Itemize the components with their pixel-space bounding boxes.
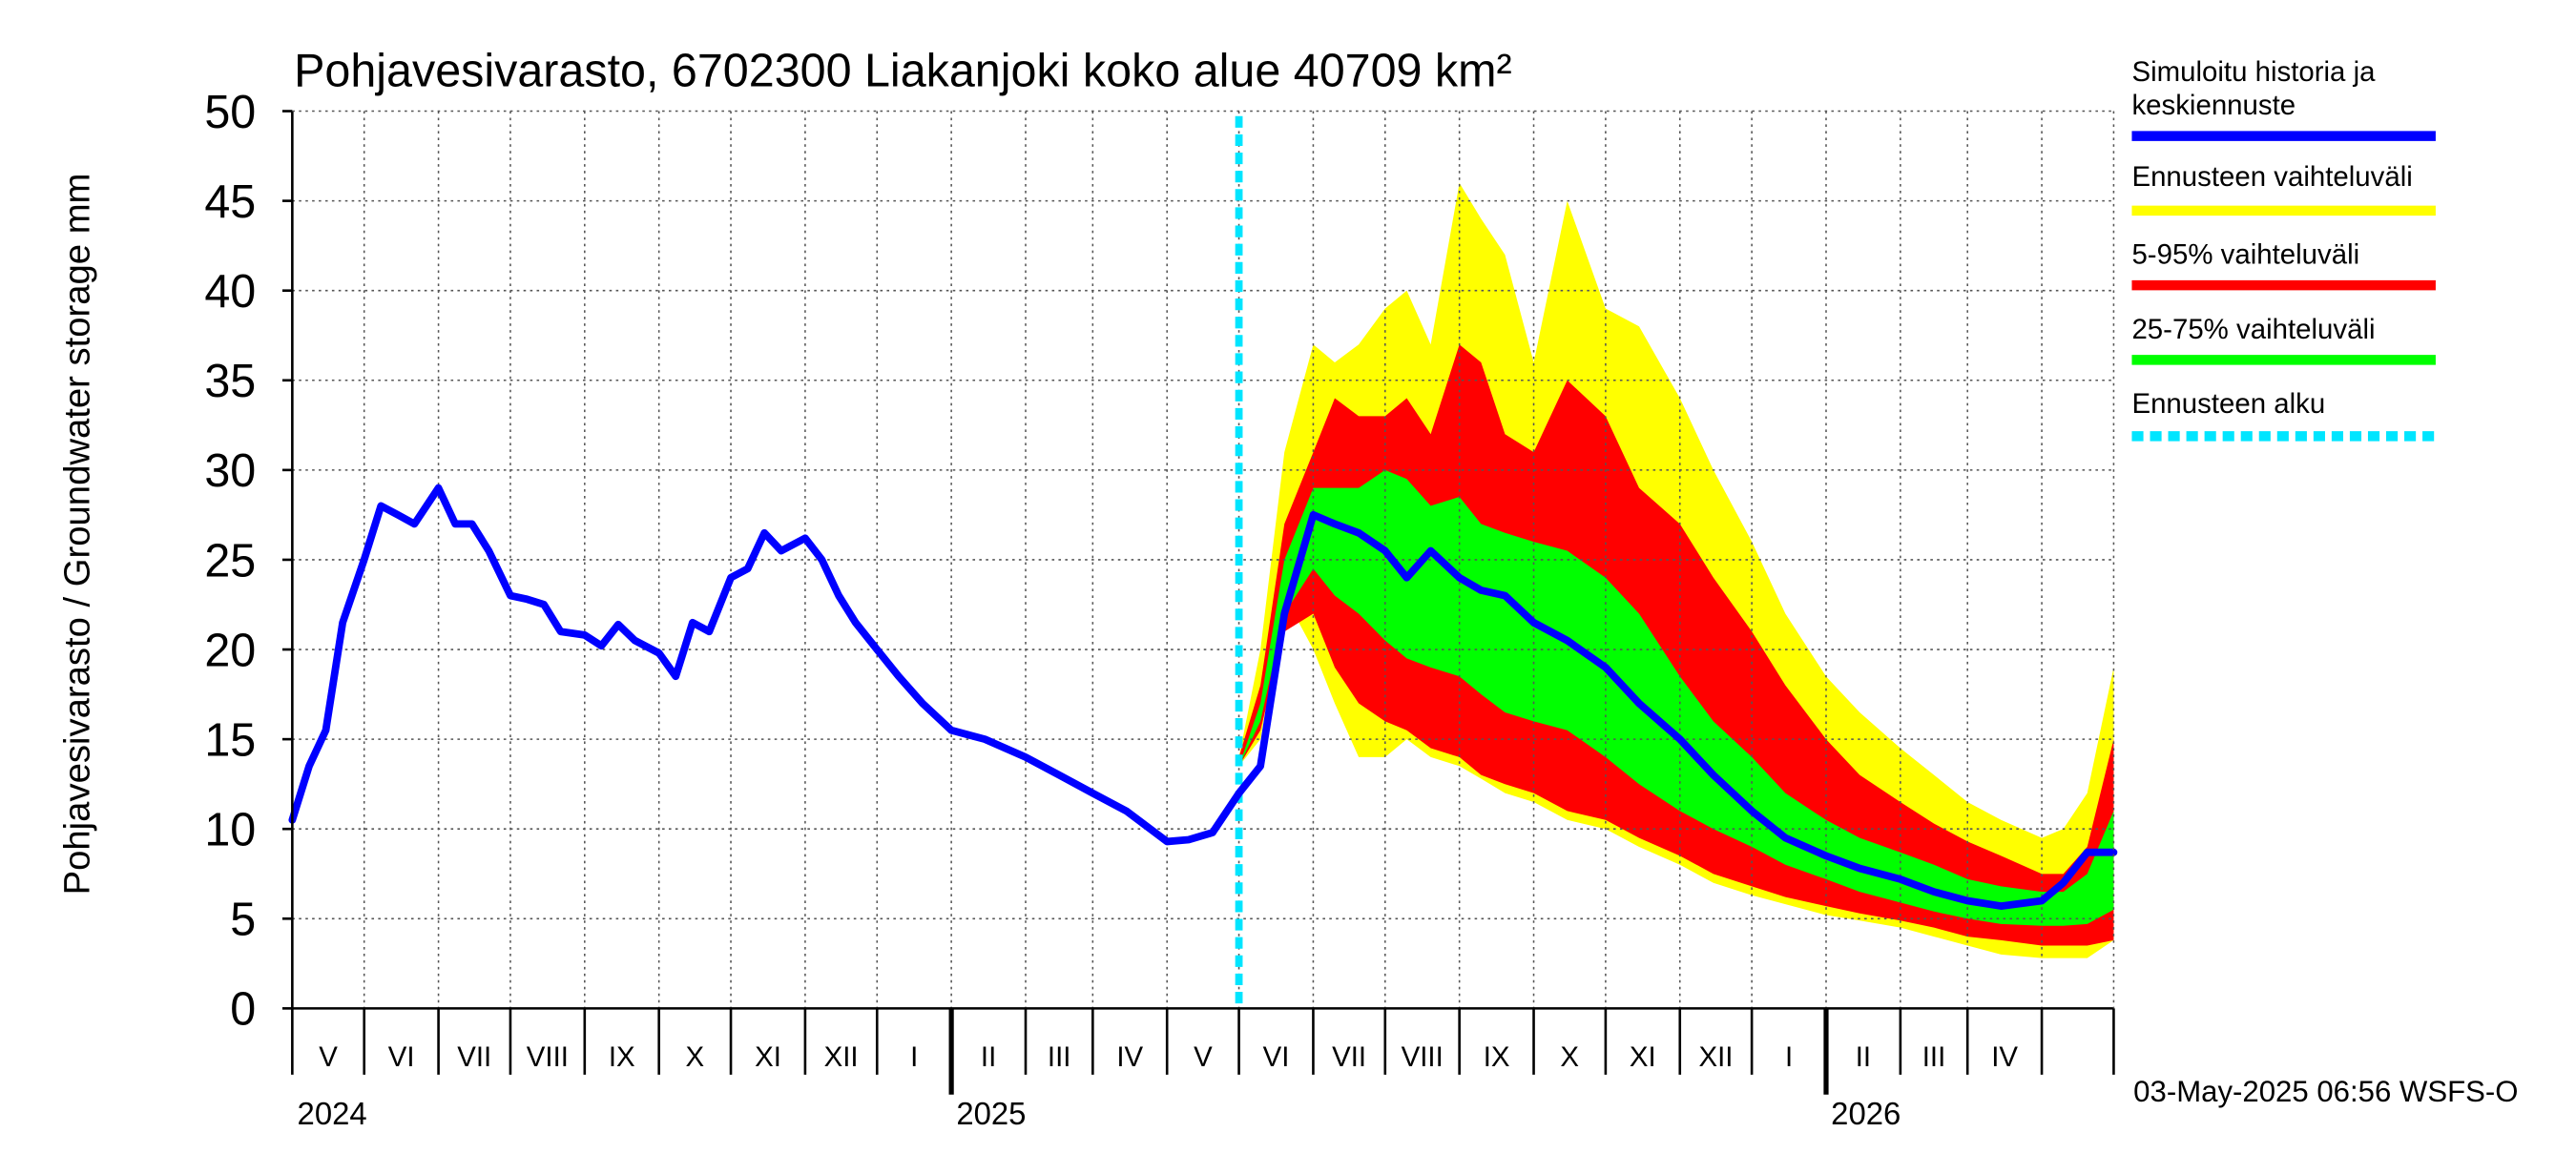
band-series-3: [1238, 469, 2114, 926]
y-tick-label-6: 30: [204, 445, 256, 497]
year-label-1: 2025: [956, 1096, 1026, 1131]
y-tick-label-9: 45: [204, 176, 256, 228]
month-label-10: III: [1048, 1041, 1071, 1073]
month-label-17: X: [1560, 1041, 1579, 1073]
month-label-11: IV: [1116, 1041, 1143, 1073]
month-label-9: II: [981, 1041, 996, 1073]
y-tick-label-8: 40: [204, 266, 256, 318]
y-axis-label: Pohjavesivarasto / Groundwater storage m…: [57, 174, 98, 896]
month-label-15: VIII: [1402, 1041, 1444, 1073]
legend-label-3: 25-75% vaihteluväli: [2131, 314, 2375, 345]
y-tick-label-7: 35: [204, 356, 256, 407]
year-label-0: 2024: [298, 1096, 367, 1131]
month-label-16: IX: [1484, 1041, 1510, 1073]
month-label-20: I: [1785, 1041, 1793, 1073]
month-label-23: IV: [1991, 1041, 2018, 1073]
month-label-0: V: [319, 1041, 338, 1073]
legend-label2-0: keskiennuste: [2131, 90, 2296, 121]
y-tick-label-5: 25: [204, 535, 256, 587]
y-tick-label-10: 50: [204, 87, 256, 138]
month-label-7: XII: [824, 1041, 859, 1073]
month-label-4: IX: [609, 1041, 635, 1073]
month-label-5: X: [686, 1041, 705, 1073]
month-label-1: VI: [388, 1041, 415, 1073]
band-series-2: [1238, 344, 2114, 946]
y-tick-label-2: 10: [204, 804, 256, 855]
month-label-2: VII: [457, 1041, 491, 1073]
y-tick-label-1: 5: [230, 895, 256, 946]
month-label-12: V: [1194, 1041, 1213, 1073]
forecast-bands: [1238, 182, 2114, 958]
month-label-14: VII: [1332, 1041, 1366, 1073]
year-label-2: 2026: [1831, 1096, 1901, 1131]
legend-label-0: Simuloitu historia ja: [2131, 56, 2376, 88]
y-axis-ticks: 0 5 10 15 20 25 30 35 40 45 50: [204, 87, 293, 1036]
series-line-0: [288, 484, 2118, 910]
chart-title: Pohjavesivarasto, 6702300 Liakanjoki kok…: [294, 45, 1512, 96]
month-label-18: XI: [1630, 1041, 1656, 1073]
y-tick-label-3: 15: [204, 714, 256, 766]
month-label-6: XI: [755, 1041, 781, 1073]
month-label-19: XII: [1698, 1041, 1733, 1073]
legend-label-4: Ennusteen alku: [2131, 388, 2325, 420]
footer-timestamp: 03-May-2025 06:56 WSFS-O: [2133, 1075, 2518, 1108]
month-label-3: VIII: [527, 1041, 569, 1073]
series-lines: [288, 484, 2118, 910]
month-label-22: III: [1922, 1041, 1946, 1073]
legend-label-2: 5-95% vaihteluväli: [2131, 238, 2359, 270]
y-tick-label-4: 20: [204, 625, 256, 676]
month-label-21: II: [1856, 1041, 1871, 1073]
y-tick-label-0: 0: [230, 984, 256, 1036]
month-label-13: VI: [1263, 1041, 1290, 1073]
legend-label-1: Ennusteen vaihteluväli: [2131, 161, 2412, 193]
month-label-8: I: [910, 1041, 918, 1073]
